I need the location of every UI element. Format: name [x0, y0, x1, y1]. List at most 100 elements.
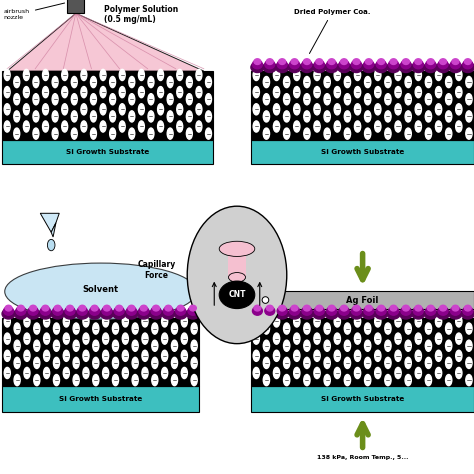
Ellipse shape: [283, 94, 290, 105]
Ellipse shape: [385, 128, 391, 139]
Ellipse shape: [425, 76, 431, 88]
Ellipse shape: [301, 62, 313, 73]
Ellipse shape: [313, 62, 326, 73]
Ellipse shape: [376, 60, 386, 69]
Ellipse shape: [62, 69, 68, 81]
Ellipse shape: [395, 69, 401, 81]
Ellipse shape: [91, 76, 96, 88]
Ellipse shape: [378, 305, 384, 311]
Ellipse shape: [450, 60, 460, 69]
Ellipse shape: [283, 323, 290, 334]
Ellipse shape: [351, 307, 361, 315]
Ellipse shape: [450, 307, 460, 315]
Ellipse shape: [100, 69, 106, 81]
Ellipse shape: [142, 316, 148, 327]
Ellipse shape: [148, 128, 154, 139]
Ellipse shape: [355, 333, 361, 344]
Ellipse shape: [446, 94, 452, 105]
Ellipse shape: [253, 316, 259, 327]
Ellipse shape: [132, 323, 138, 334]
Ellipse shape: [14, 323, 20, 334]
Ellipse shape: [304, 340, 310, 351]
Ellipse shape: [81, 121, 87, 132]
Ellipse shape: [181, 350, 187, 361]
Ellipse shape: [109, 76, 116, 88]
Ellipse shape: [119, 69, 125, 81]
Ellipse shape: [288, 62, 301, 73]
Ellipse shape: [290, 60, 300, 69]
Ellipse shape: [339, 307, 349, 315]
Ellipse shape: [172, 323, 178, 334]
Ellipse shape: [288, 309, 301, 319]
Ellipse shape: [374, 350, 381, 361]
Ellipse shape: [40, 307, 50, 315]
Ellipse shape: [172, 340, 178, 351]
Ellipse shape: [43, 87, 48, 98]
Ellipse shape: [425, 111, 431, 122]
Ellipse shape: [314, 121, 320, 132]
Ellipse shape: [291, 305, 298, 311]
Ellipse shape: [152, 340, 158, 351]
Ellipse shape: [273, 333, 280, 344]
Ellipse shape: [93, 340, 99, 351]
Ellipse shape: [294, 104, 300, 115]
Ellipse shape: [263, 374, 270, 386]
Ellipse shape: [14, 309, 27, 319]
Ellipse shape: [362, 309, 375, 319]
Ellipse shape: [456, 333, 462, 344]
Ellipse shape: [389, 60, 399, 69]
Ellipse shape: [412, 62, 425, 73]
Ellipse shape: [355, 69, 361, 81]
Ellipse shape: [76, 309, 89, 319]
Ellipse shape: [93, 357, 99, 368]
Ellipse shape: [125, 309, 138, 319]
Ellipse shape: [425, 340, 431, 351]
Ellipse shape: [415, 305, 422, 311]
Ellipse shape: [142, 350, 148, 361]
Ellipse shape: [91, 128, 96, 139]
Ellipse shape: [14, 340, 20, 351]
Ellipse shape: [100, 309, 113, 319]
Ellipse shape: [389, 307, 399, 315]
Ellipse shape: [34, 340, 40, 351]
Bar: [251, 318, 474, 386]
Ellipse shape: [24, 367, 30, 379]
Ellipse shape: [304, 357, 310, 368]
Ellipse shape: [277, 307, 287, 315]
Ellipse shape: [4, 87, 10, 98]
Text: Si Growth Substrate: Si Growth Substrate: [321, 396, 404, 402]
Ellipse shape: [273, 121, 280, 132]
Ellipse shape: [314, 307, 324, 315]
Ellipse shape: [112, 374, 118, 386]
Ellipse shape: [276, 62, 289, 73]
Ellipse shape: [425, 128, 431, 139]
Ellipse shape: [437, 309, 449, 319]
Ellipse shape: [93, 374, 99, 386]
Ellipse shape: [294, 121, 300, 132]
Ellipse shape: [81, 104, 87, 115]
Ellipse shape: [186, 309, 200, 319]
Ellipse shape: [344, 357, 351, 368]
Ellipse shape: [14, 76, 20, 88]
Ellipse shape: [461, 309, 474, 319]
Ellipse shape: [44, 333, 50, 344]
Ellipse shape: [314, 367, 320, 379]
Ellipse shape: [273, 87, 280, 98]
Ellipse shape: [127, 307, 137, 315]
Ellipse shape: [353, 305, 360, 311]
Ellipse shape: [395, 350, 401, 361]
Ellipse shape: [365, 128, 371, 139]
Ellipse shape: [395, 87, 401, 98]
Ellipse shape: [461, 62, 474, 73]
Ellipse shape: [405, 76, 411, 88]
Ellipse shape: [362, 62, 375, 73]
Ellipse shape: [228, 273, 246, 282]
Ellipse shape: [365, 374, 371, 386]
Ellipse shape: [324, 323, 330, 334]
Ellipse shape: [283, 111, 290, 122]
Ellipse shape: [83, 333, 89, 344]
Ellipse shape: [466, 76, 472, 88]
Ellipse shape: [324, 340, 330, 351]
Ellipse shape: [253, 350, 259, 361]
Ellipse shape: [116, 305, 123, 311]
